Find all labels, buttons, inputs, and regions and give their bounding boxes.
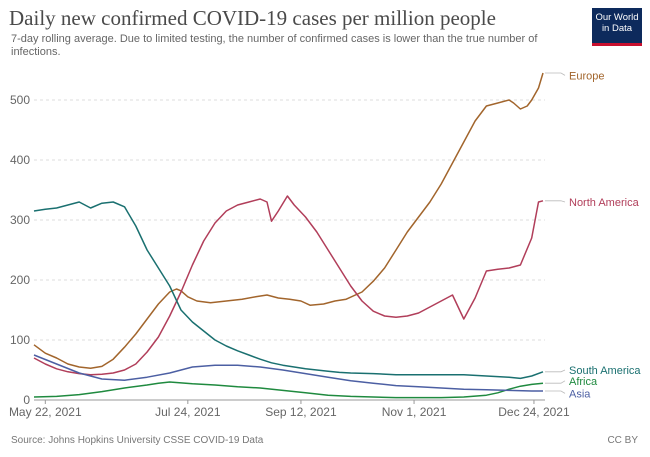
chart-subtitle: 7-day rolling average. Due to limited te…	[11, 33, 538, 58]
license-note[interactable]: CC BY	[607, 435, 638, 446]
logo-line-1: Our World	[595, 12, 639, 23]
series-label-africa: Africa	[569, 376, 598, 388]
owid-logo[interactable]: Our World in Data	[592, 8, 642, 46]
series-label-asia: Asia	[569, 388, 591, 400]
x-tick-label-4: Dec 24, 2021	[498, 405, 570, 419]
x-tick-label-0: May 22, 2021	[9, 405, 82, 419]
series-line-north-america	[33, 195, 544, 376]
series-label-europe: Europe	[569, 70, 604, 82]
x-tick-label-3: Nov 1, 2021	[382, 405, 447, 419]
leader-line-south-america	[545, 369, 566, 373]
leader-line-europe	[545, 72, 566, 76]
x-tick-label-2: Sep 12, 2021	[265, 405, 337, 419]
y-tick-label-500: 500	[10, 93, 30, 107]
series-label-south-america: South America	[569, 365, 641, 377]
series-line-asia	[33, 354, 543, 392]
y-tick-label-300: 300	[10, 213, 30, 227]
y-tick-label-200: 200	[10, 273, 30, 287]
y-tick-label-100: 100	[10, 333, 30, 347]
source-note: Source: Johns Hopkins University CSSE CO…	[11, 435, 264, 446]
y-tick-label-0: 0	[23, 393, 30, 407]
series-label-north-america: North America	[569, 197, 640, 209]
series-line-europe	[33, 72, 544, 369]
logo-line-2: in Data	[601, 23, 633, 34]
series-line-south-america	[33, 201, 544, 380]
leader-line-asia	[545, 390, 566, 394]
x-tick-label-1: Jul 24, 2021	[155, 405, 221, 419]
leader-line-north-america	[545, 200, 566, 203]
y-tick-label-400: 400	[10, 153, 30, 167]
chart-title: Daily new confirmed COVID-19 cases per m…	[9, 6, 496, 30]
series-line-africa	[33, 381, 544, 399]
leader-line-africa	[545, 380, 566, 384]
